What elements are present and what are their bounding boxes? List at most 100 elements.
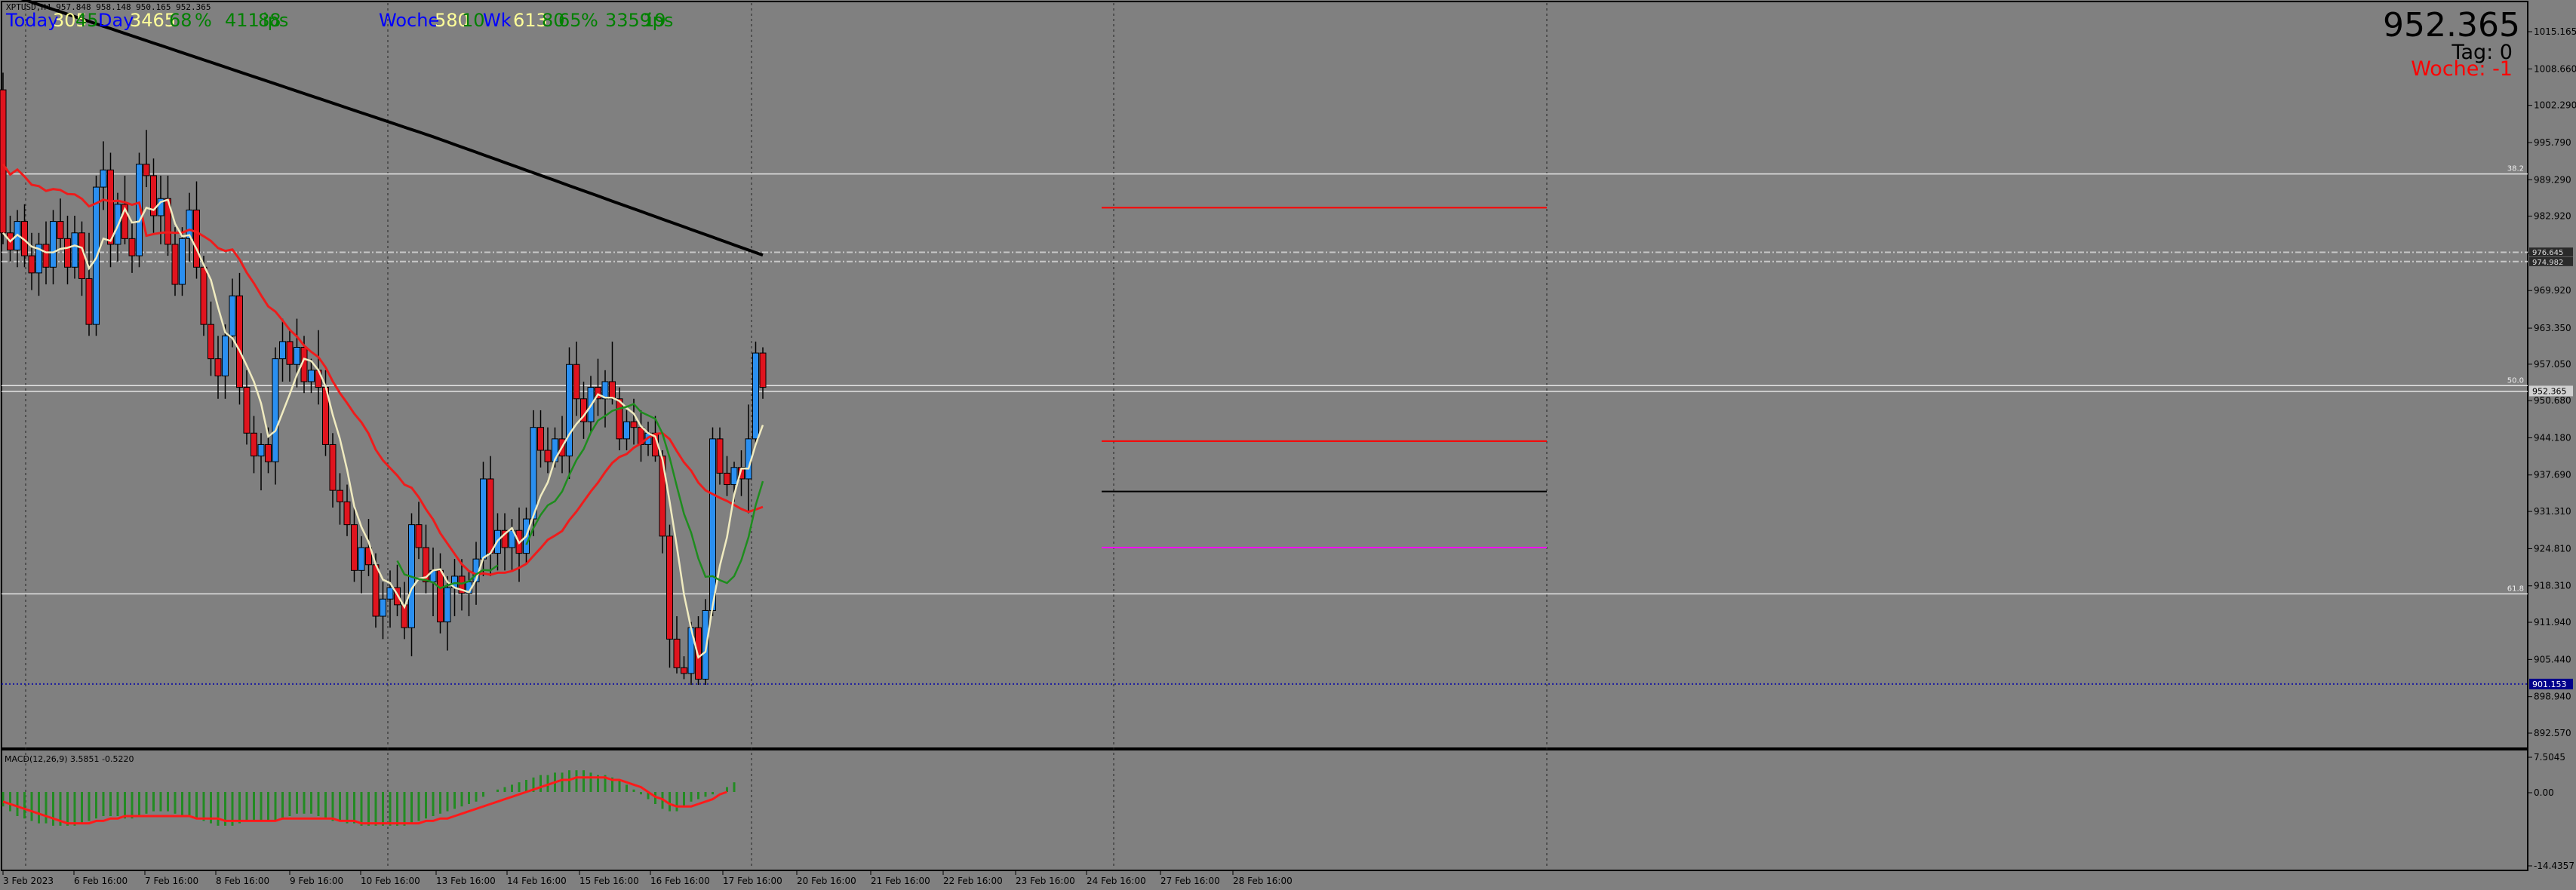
candle-body xyxy=(666,536,673,640)
price-tick-label: 937.690 xyxy=(2534,470,2571,480)
candle-body xyxy=(530,427,537,520)
candle-body xyxy=(128,238,136,256)
candle-body xyxy=(343,501,351,526)
candle-body xyxy=(566,364,573,457)
candle-body xyxy=(286,341,294,365)
candle-body xyxy=(279,341,286,360)
woche-overlay: 10 xyxy=(462,10,485,31)
price-tick-label: 1015.165 xyxy=(2534,26,2576,37)
time-tick-label: 28 Feb 16:00 xyxy=(1233,876,1293,886)
today-label: Today xyxy=(5,10,58,31)
dash-level-label: 976.645 xyxy=(2532,249,2563,257)
candle-body xyxy=(365,547,372,566)
time-tick-label: 17 Feb 16:00 xyxy=(723,876,782,886)
candle-body xyxy=(709,438,716,611)
candle-body xyxy=(272,358,279,462)
wk-pips-value: 3359 xyxy=(605,10,651,31)
woche-label: Woche xyxy=(379,10,439,31)
candle-body xyxy=(143,164,150,176)
candle-body xyxy=(57,221,64,239)
main-pane-frame xyxy=(1,1,2528,749)
macd-indicator xyxy=(2,770,736,826)
candle-body xyxy=(480,478,487,560)
price-tick-label: 944.180 xyxy=(2534,432,2571,443)
price-tick-label: 982.920 xyxy=(2534,211,2571,222)
price-tick-label: 905.440 xyxy=(2534,654,2571,664)
candle-body xyxy=(28,255,35,274)
fib-label: 61.8 xyxy=(2507,585,2524,593)
price-tick-label: 898.940 xyxy=(2534,692,2571,702)
candle-body xyxy=(444,587,451,623)
time-tick-label: 7 Feb 16:00 xyxy=(145,876,198,886)
wk-pct-sign: % xyxy=(581,10,598,31)
wk-pct-tail: 65 xyxy=(558,10,582,31)
candle-body xyxy=(107,169,114,245)
level-price-label: 901.153 xyxy=(2532,680,2567,689)
candle-body xyxy=(730,467,738,486)
candle-body xyxy=(42,244,50,268)
price-tick-label: 924.810 xyxy=(2534,543,2571,554)
price-tick-label: 892.570 xyxy=(2534,728,2571,738)
candle-body xyxy=(100,169,107,188)
candle-body xyxy=(150,175,157,216)
candle-body xyxy=(308,370,315,382)
candle-body xyxy=(207,324,214,360)
candle-body xyxy=(716,438,724,474)
pct-sign: % xyxy=(195,10,212,31)
candle-body xyxy=(752,352,759,440)
candle-body xyxy=(616,398,623,440)
price-tick-label: 963.350 xyxy=(2534,323,2571,333)
price-tick-label: 1002.290 xyxy=(2534,100,2576,111)
ma-green-line xyxy=(396,560,499,590)
candle-body xyxy=(695,627,702,680)
candle-body xyxy=(35,244,42,274)
candle-body xyxy=(136,164,143,256)
candle-body xyxy=(214,358,222,376)
candle-body xyxy=(380,598,386,617)
moving-averages xyxy=(2,0,764,659)
candle-body xyxy=(351,524,358,571)
candle-body xyxy=(71,232,78,268)
ma-green-line xyxy=(525,403,764,585)
price-tick-label: 950.680 xyxy=(2534,395,2571,406)
candle-body xyxy=(601,381,609,400)
macd-tick-label: 7.5045 xyxy=(2534,752,2565,763)
candle-body xyxy=(609,381,616,400)
day-label: Day xyxy=(98,10,134,31)
time-tick-label: 14 Feb 16:00 xyxy=(507,876,567,886)
price-tick-label: 989.290 xyxy=(2534,174,2571,185)
candle-body xyxy=(423,547,429,583)
time-tick-label: 27 Feb 16:00 xyxy=(1160,876,1220,886)
fib-label: 50.0 xyxy=(2507,376,2524,385)
candle-body xyxy=(0,89,7,234)
info-price: 952.365 xyxy=(2383,6,2520,44)
candle-body xyxy=(630,421,638,428)
candle-body xyxy=(501,529,509,548)
candle-body xyxy=(329,443,337,491)
macd-signal-line xyxy=(2,776,727,825)
candle-body xyxy=(702,609,709,680)
candle-body xyxy=(544,450,552,462)
candle-body xyxy=(623,421,630,440)
candle-body xyxy=(200,266,207,325)
candle-body xyxy=(229,295,236,336)
candle-body xyxy=(50,221,57,268)
candle-body xyxy=(251,432,257,457)
time-tick-label: 24 Feb 16:00 xyxy=(1087,876,1146,886)
dash-level-label: 974.982 xyxy=(2532,259,2563,267)
price-tick-label: 969.920 xyxy=(2534,285,2571,296)
symbol-line: XPTUSD,H4 957.848 958.148 950.165 952.36… xyxy=(6,2,211,12)
level-price-box xyxy=(2529,678,2573,689)
info-woche: Woche: -1 xyxy=(2411,57,2513,81)
time-tick-label: 21 Feb 16:00 xyxy=(871,876,930,886)
fib-label: 38.2 xyxy=(2507,165,2524,173)
candle-body xyxy=(738,467,745,480)
candle-body xyxy=(243,387,251,434)
time-tick-label: 8 Feb 16:00 xyxy=(216,876,269,886)
candle-body xyxy=(509,529,515,548)
price-axis: 1015.165 1008.660 1002.290 995.790 989.290 98… xyxy=(2528,26,2576,871)
horizontal-levels: 38.2 50.0 61.8 xyxy=(2,165,2528,685)
candle-body xyxy=(337,490,343,502)
